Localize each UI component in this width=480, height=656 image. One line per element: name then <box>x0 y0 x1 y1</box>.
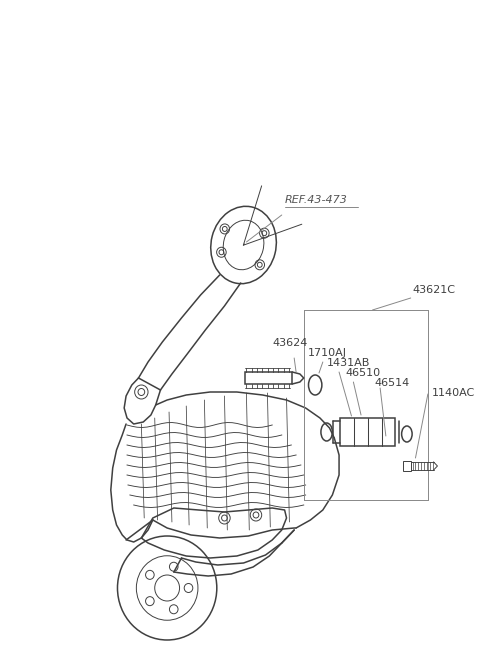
Text: REF.43-473: REF.43-473 <box>285 195 348 205</box>
Text: 1710AJ: 1710AJ <box>308 348 347 358</box>
Bar <box>340 418 396 446</box>
Bar <box>403 461 411 471</box>
Text: 46510: 46510 <box>346 368 381 378</box>
Text: 1431AB: 1431AB <box>327 358 370 368</box>
Bar <box>244 372 292 384</box>
Text: 43621C: 43621C <box>413 285 456 295</box>
Text: 43624: 43624 <box>272 338 308 348</box>
Text: 1140AC: 1140AC <box>432 388 475 398</box>
Text: 46514: 46514 <box>374 378 409 388</box>
